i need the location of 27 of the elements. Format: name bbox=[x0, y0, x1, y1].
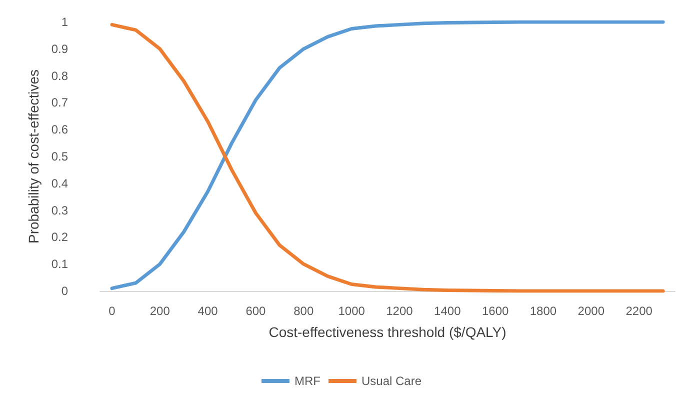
y-tick-label: 0.3 bbox=[51, 203, 68, 218]
x-tick-label: 200 bbox=[150, 304, 170, 318]
x-tick-label: 1800 bbox=[530, 304, 557, 318]
x-tick-label: 2000 bbox=[578, 304, 605, 318]
x-tick-label: 1600 bbox=[482, 304, 509, 318]
y-axis-title: Probability of cost-effectives bbox=[25, 69, 42, 244]
x-tick-label: 2200 bbox=[626, 304, 653, 318]
x-axis-title: Cost-effectiveness threshold ($/QALY) bbox=[268, 324, 506, 340]
x-tick-label: 1000 bbox=[338, 304, 366, 318]
y-tick-label: 0.1 bbox=[51, 257, 68, 272]
x-tick-label: 1400 bbox=[434, 304, 462, 318]
x-tick-label: 400 bbox=[198, 304, 218, 318]
x-tick-label: 0 bbox=[108, 304, 116, 318]
y-tick-label: 0.6 bbox=[51, 122, 68, 137]
x-tick-label: 1200 bbox=[386, 304, 414, 318]
legend-label: MRF bbox=[294, 374, 320, 388]
y-tick-label: 0.9 bbox=[51, 42, 68, 56]
y-tick-label: 0.4 bbox=[51, 176, 68, 190]
y-tick-label: 0.8 bbox=[51, 68, 68, 83]
y-tick-label: 1 bbox=[61, 15, 68, 29]
legend-label: Usual Care bbox=[361, 374, 422, 388]
x-tick-label: 600 bbox=[246, 304, 266, 318]
y-tick-label: 0 bbox=[61, 284, 68, 298]
y-tick-label: 0.2 bbox=[51, 230, 68, 244]
x-tick-label: 800 bbox=[294, 304, 314, 318]
y-tick-label: 0.5 bbox=[51, 150, 68, 164]
y-tick-label: 0.7 bbox=[51, 96, 68, 110]
